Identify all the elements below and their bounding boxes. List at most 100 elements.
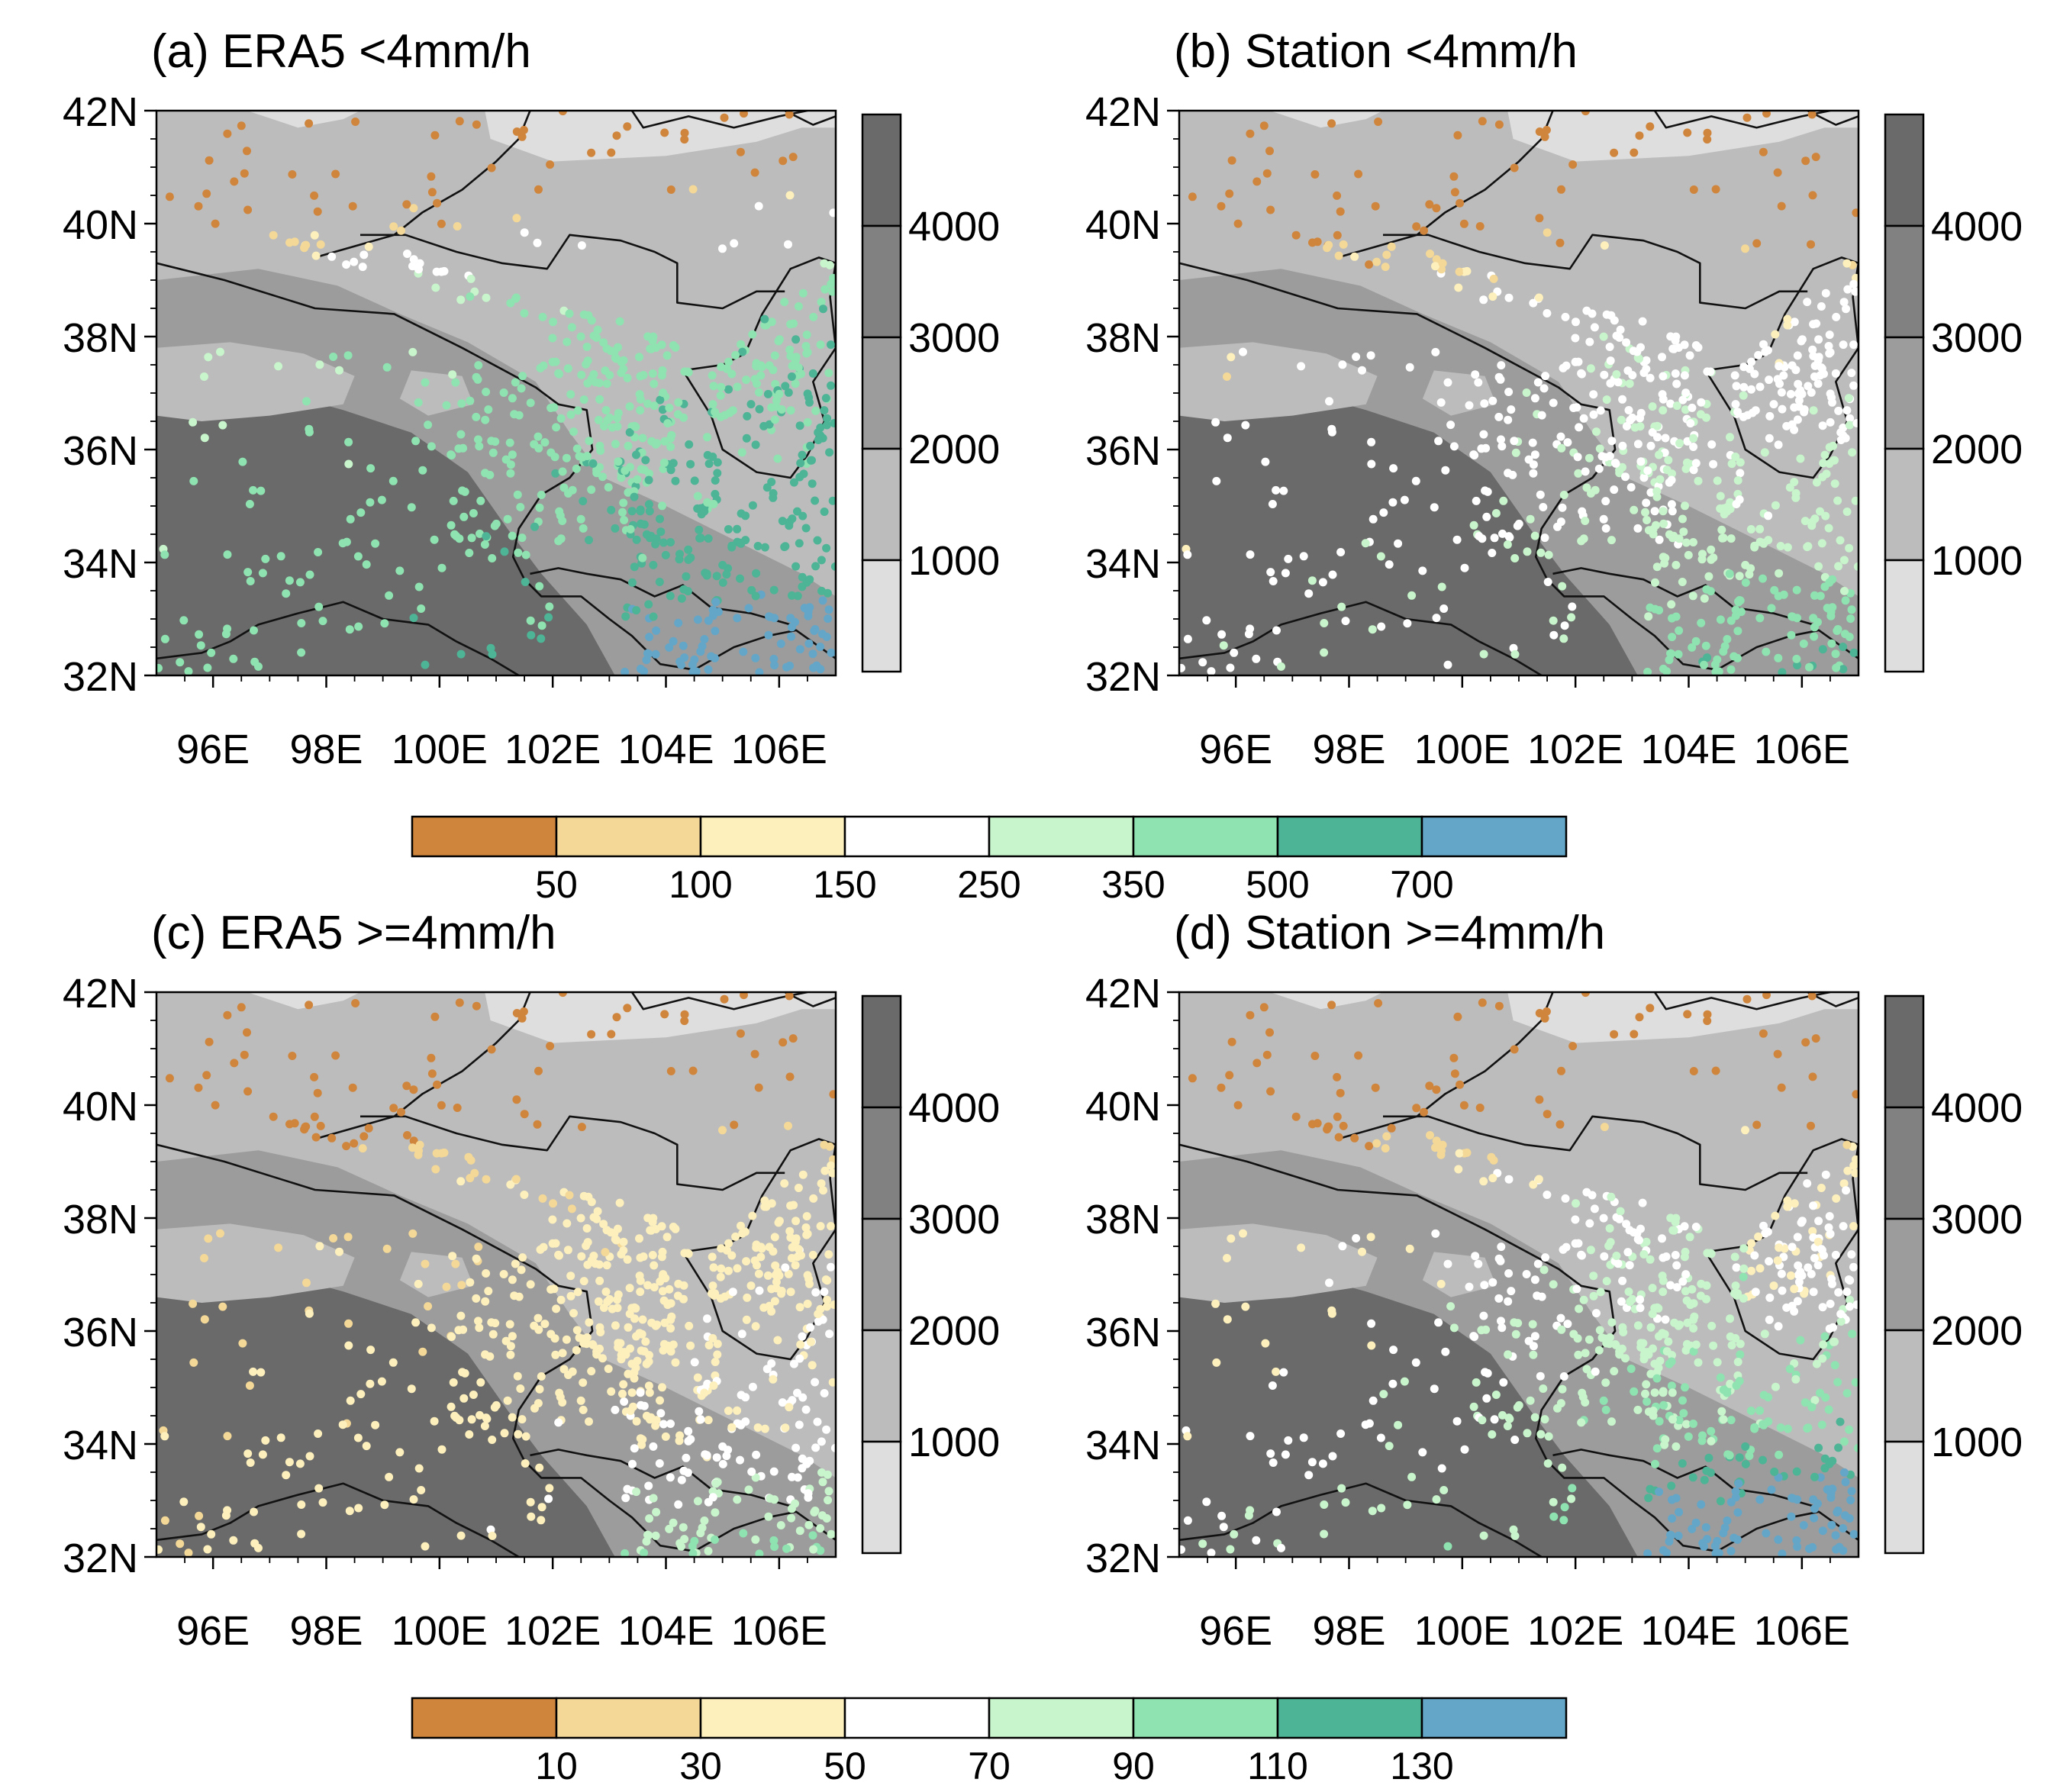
station-point — [457, 1281, 466, 1290]
station-point — [1733, 1508, 1742, 1517]
station-point — [1799, 1521, 1808, 1529]
station-point — [1202, 1497, 1211, 1507]
station-point — [767, 317, 776, 327]
station-point — [1648, 1284, 1657, 1293]
station-point — [1775, 569, 1784, 578]
station-point — [584, 311, 593, 320]
station-point — [1217, 201, 1226, 211]
station-point — [781, 1263, 790, 1272]
station-point — [1844, 394, 1853, 403]
station-point — [1821, 511, 1830, 521]
station-point — [472, 120, 481, 129]
station-point — [305, 1309, 314, 1318]
station-point — [223, 1506, 232, 1515]
station-point — [1511, 448, 1520, 457]
station-point — [1559, 634, 1568, 643]
station-point — [620, 1397, 629, 1406]
station-point — [430, 1417, 439, 1426]
station-point — [508, 1413, 517, 1422]
station-point — [1465, 401, 1474, 410]
station-point — [1778, 1549, 1787, 1557]
station-point — [431, 1165, 440, 1174]
station-point — [1568, 1484, 1577, 1493]
station-point — [752, 1450, 761, 1459]
station-point — [1707, 1426, 1716, 1436]
station-point — [1688, 643, 1697, 652]
province-border-5 — [360, 234, 785, 310]
station-point — [474, 1242, 483, 1252]
station-point — [481, 1297, 490, 1306]
station-point — [511, 1175, 521, 1184]
station-point — [682, 1453, 691, 1462]
station-point — [432, 267, 441, 276]
station-point — [1633, 440, 1643, 449]
station-point — [1339, 240, 1348, 249]
station-point — [1437, 582, 1446, 591]
station-point — [1574, 1350, 1583, 1359]
station-point — [1586, 364, 1595, 373]
station-point — [544, 613, 553, 622]
station-point — [1535, 214, 1544, 223]
station-point — [508, 1275, 517, 1284]
station-point — [245, 1381, 254, 1390]
station-point — [1558, 1463, 1567, 1472]
station-point — [660, 128, 669, 137]
station-point — [1299, 552, 1308, 561]
station-point — [1839, 1222, 1848, 1231]
station-point — [1642, 498, 1651, 508]
station-point — [568, 485, 577, 495]
station-point — [1754, 1232, 1763, 1241]
station-point — [488, 649, 497, 659]
station-point — [446, 1402, 456, 1411]
station-point — [558, 467, 567, 476]
station-point — [688, 667, 698, 675]
station-point — [632, 450, 640, 459]
station-point — [1808, 191, 1817, 200]
station-point — [1412, 222, 1421, 231]
station-point — [746, 400, 756, 409]
station-point — [488, 448, 498, 457]
station-point — [722, 1452, 731, 1461]
province-border-1 — [1179, 601, 1543, 675]
station-point — [717, 1264, 726, 1273]
station-point — [1592, 427, 1601, 437]
station-point — [1794, 396, 1804, 405]
station-point — [1845, 633, 1854, 641]
station-point — [513, 1371, 522, 1381]
station-point — [1596, 406, 1605, 415]
station-point — [1711, 1066, 1720, 1075]
station-point — [1479, 649, 1488, 659]
station-point — [1562, 361, 1571, 370]
station-point — [656, 514, 664, 524]
station-point — [1454, 283, 1463, 292]
station-point — [791, 1217, 801, 1226]
station-point — [593, 1207, 602, 1216]
station-point — [587, 485, 596, 495]
station-point — [788, 1396, 797, 1405]
station-point — [395, 1448, 405, 1457]
station-point — [1818, 1303, 1827, 1312]
station-point — [1584, 1335, 1594, 1344]
station-point — [1308, 238, 1317, 247]
station-point — [747, 585, 756, 595]
lat-label: 36N — [1085, 428, 1161, 474]
province-border-5 — [1383, 1115, 1808, 1191]
station-point — [1655, 1332, 1663, 1341]
station-point — [1812, 478, 1821, 487]
station-point — [366, 1346, 376, 1355]
station-point — [1697, 555, 1707, 564]
station-point — [1739, 363, 1749, 372]
station-point — [1846, 1496, 1855, 1505]
province-border-3 — [1653, 111, 1831, 129]
station-point — [703, 498, 712, 507]
station-point — [665, 1284, 674, 1294]
station-point — [1849, 1262, 1858, 1271]
station-point — [1367, 459, 1376, 469]
station-point — [1726, 1497, 1736, 1507]
station-point — [1530, 1413, 1539, 1422]
station-point — [613, 1295, 622, 1304]
station-point — [620, 516, 629, 524]
station-point — [1630, 148, 1639, 157]
